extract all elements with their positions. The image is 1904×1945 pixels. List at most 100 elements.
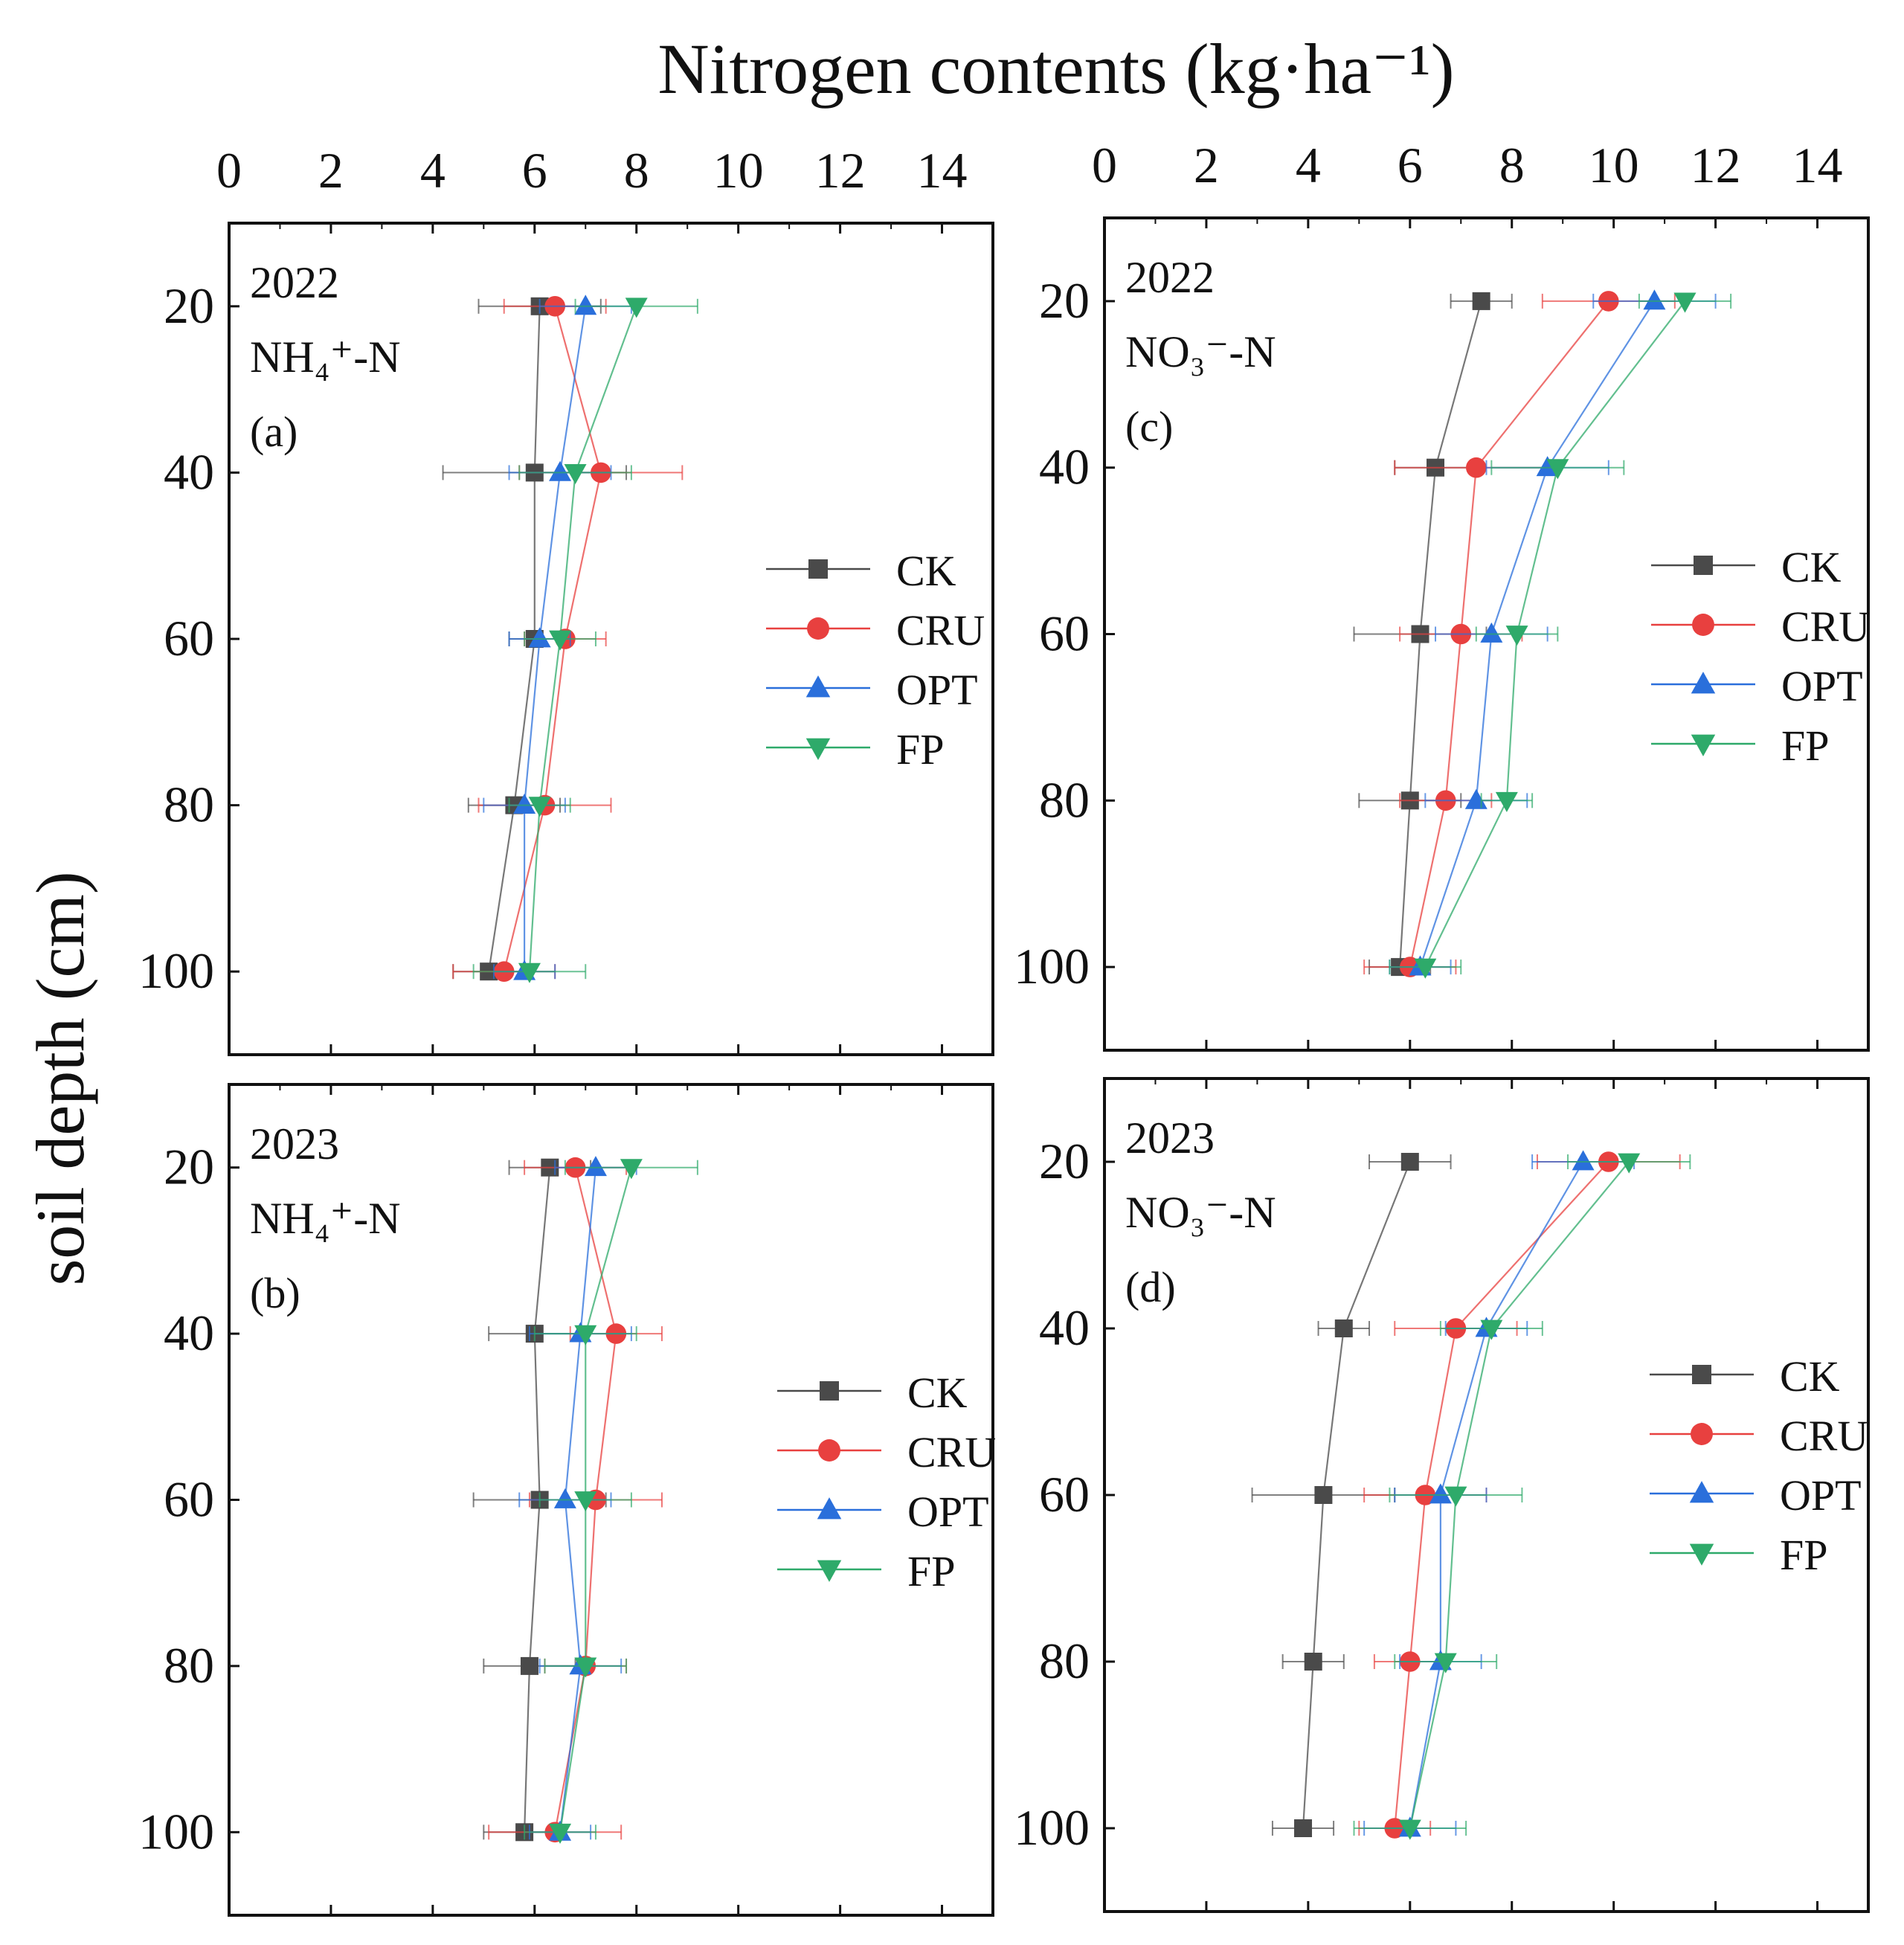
legend-marker — [805, 738, 831, 760]
data-point — [1294, 1819, 1313, 1837]
data-point — [1434, 1653, 1457, 1674]
legend-marker — [1692, 614, 1714, 636]
y-tick-label: 100 — [1014, 1799, 1090, 1856]
y-tick-label: 80 — [164, 777, 214, 833]
y-tick-label: 20 — [164, 1139, 214, 1195]
data-point — [625, 298, 648, 318]
panel-nutrient: NH₄⁺-N — [250, 332, 401, 382]
data-point — [1304, 1653, 1322, 1671]
data-point — [528, 627, 551, 648]
legend-label: CK — [896, 547, 956, 595]
legend-marker — [818, 1439, 840, 1462]
legend-marker — [1694, 556, 1713, 575]
data-point — [574, 1325, 597, 1346]
legend-label: CK — [907, 1369, 968, 1417]
x-tick-label: 4 — [420, 142, 446, 199]
data-point — [1480, 1319, 1503, 1340]
y-tick-label: 60 — [1039, 1466, 1090, 1523]
data-point — [1546, 459, 1569, 480]
data-point — [574, 1491, 597, 1512]
legend-marker — [1691, 1423, 1713, 1445]
panel-year: 2022 — [250, 258, 339, 307]
x-tick-label: 6 — [522, 142, 547, 199]
data-point — [1572, 1150, 1595, 1171]
y-tick-label: 20 — [1039, 272, 1090, 329]
y-tick-label: 60 — [164, 1471, 214, 1528]
legend: CK CRU OPT FP — [1651, 543, 1870, 770]
series-opt — [1363, 1150, 1636, 1837]
legend-label: FP — [907, 1547, 956, 1595]
data-point — [1429, 1483, 1452, 1504]
legend-label: FP — [1781, 721, 1830, 770]
legend-marker — [807, 617, 829, 640]
data-point — [574, 1657, 597, 1678]
data-point — [1398, 1819, 1421, 1840]
x-tick-label: 0 — [216, 142, 242, 199]
data-point — [1480, 622, 1503, 643]
data-point — [1495, 791, 1518, 812]
x-tick-label: 10 — [713, 142, 764, 199]
legend-marker — [805, 675, 831, 698]
legend-label: CRU — [907, 1428, 996, 1476]
data-point — [518, 962, 541, 983]
data-point — [1334, 1319, 1353, 1337]
data-point — [1414, 958, 1437, 979]
legend-label: OPT — [896, 666, 978, 714]
panel-year: 2022 — [1125, 253, 1215, 302]
panel-a: 0 2 4 6 8 10 12 14 20 40 60 80 100 2022 NH₄⁺-N (a) CK CRU… — [138, 142, 994, 1056]
y-tick-label: 20 — [1039, 1133, 1090, 1189]
panel-b: 20 40 60 80 100 2023 NH₄⁺-N (b) CK CRU OPT FP — [138, 1083, 996, 1917]
data-point — [584, 1156, 607, 1177]
data-point — [1400, 1153, 1419, 1171]
y-tick-label: 20 — [164, 277, 214, 334]
y-tick-label: 60 — [164, 610, 214, 666]
x-tick-label: 4 — [1296, 137, 1321, 193]
legend-marker — [817, 1497, 842, 1520]
legend-label: FP — [896, 725, 945, 774]
data-point — [1673, 292, 1696, 313]
data-point — [553, 1488, 576, 1508]
data-point — [620, 1159, 643, 1180]
data-point — [1618, 1153, 1641, 1174]
data-point — [1444, 1486, 1467, 1507]
panel-nutrient: NO₃⁻-N — [1125, 327, 1276, 376]
data-point — [1466, 457, 1487, 478]
series-fp — [472, 298, 698, 983]
panel-c: 0 2 4 6 8 10 12 14 20 40 60 80 100 2022 NO₃⁻-N (c) CK CRU… — [1014, 137, 1870, 1052]
y-tick-label: 60 — [1039, 605, 1090, 662]
legend: CK CRU OPT FP — [777, 1369, 996, 1595]
legend-marker — [1692, 1365, 1711, 1384]
series-fp — [524, 1159, 698, 1844]
legend-label: CK — [1780, 1352, 1840, 1401]
y-tick-label: 40 — [164, 443, 214, 500]
legend: CK CRU OPT FP — [1650, 1352, 1868, 1579]
x-tick-label: 2 — [1194, 137, 1219, 193]
legend-label: CRU — [896, 606, 985, 655]
data-point — [564, 464, 587, 484]
x-tick-label: 2 — [318, 142, 344, 199]
panels: 0 2 4 6 8 10 12 14204060801002022NH₄⁺-N(a)CKCRU… — [138, 137, 1870, 1917]
legend-label: OPT — [1781, 662, 1863, 710]
data-point — [1643, 289, 1666, 310]
data-point — [574, 295, 597, 315]
legend-label: OPT — [907, 1488, 989, 1536]
y-tick-label: 100 — [138, 1803, 214, 1859]
legend-marker — [1689, 1481, 1714, 1503]
x-tick-label: 0 — [1092, 137, 1117, 193]
legend-marker — [1691, 734, 1716, 756]
y-tick-label: 80 — [1039, 1633, 1090, 1689]
x-tick-label: 10 — [1589, 137, 1639, 193]
x-tick-label: 14 — [917, 142, 968, 199]
series-fp — [1389, 292, 1732, 979]
legend-label: OPT — [1780, 1471, 1862, 1520]
data-point — [1472, 292, 1490, 310]
x-tick-label: 8 — [624, 142, 649, 199]
data-point — [528, 797, 551, 817]
legend-label: CRU — [1780, 1412, 1868, 1460]
data-point — [549, 630, 572, 651]
y-tick-label: 40 — [1039, 439, 1090, 495]
y-axis-title: soil depth (cm) — [22, 872, 98, 1286]
y-tick-label: 100 — [138, 942, 214, 999]
data-point — [1536, 456, 1559, 477]
legend-marker — [817, 1560, 842, 1582]
